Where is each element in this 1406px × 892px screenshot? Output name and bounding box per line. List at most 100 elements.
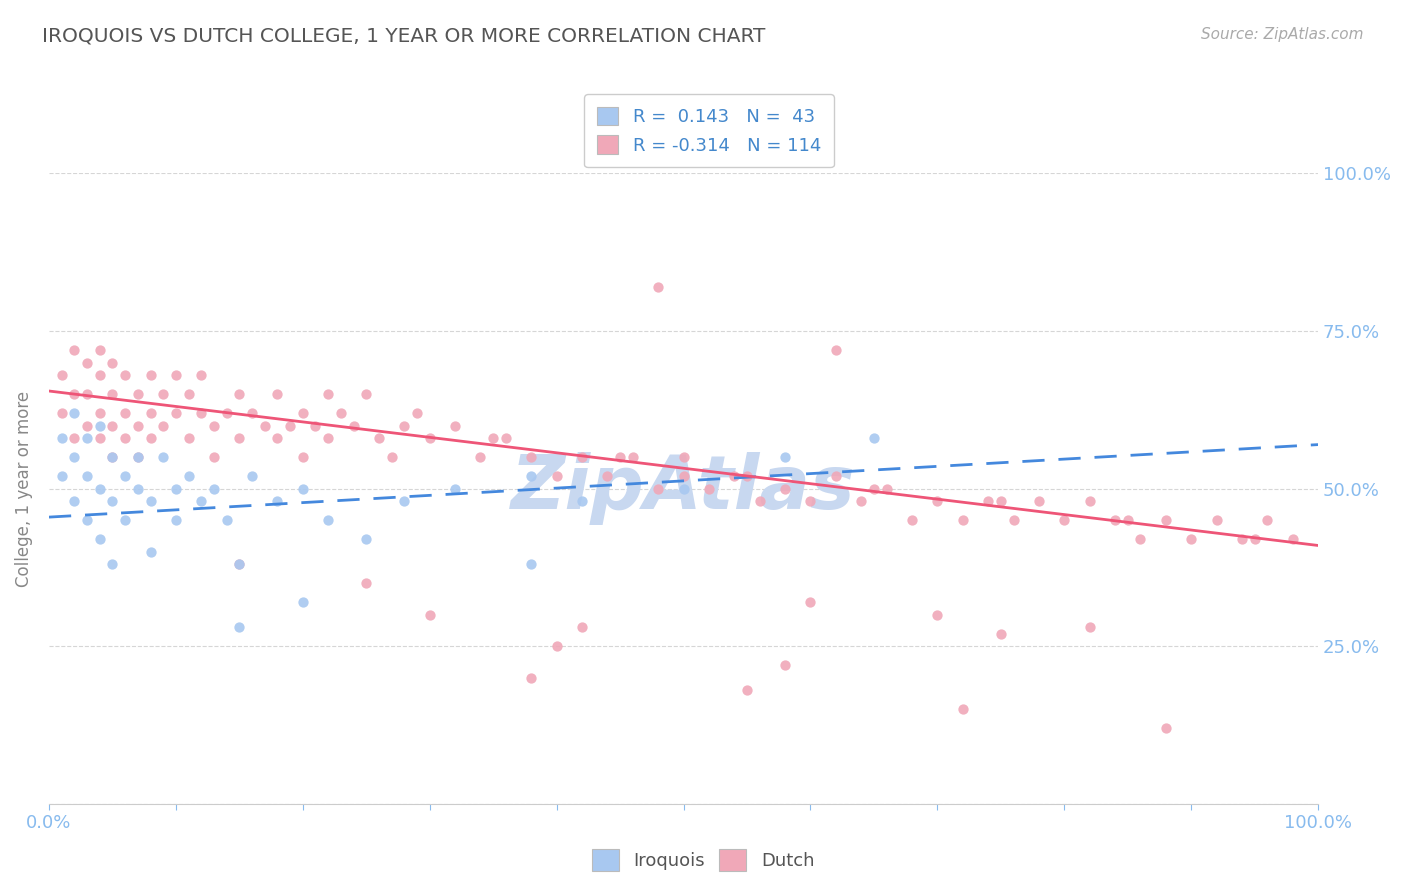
Point [291,406,314,420]
Point [177,431,200,445]
Point [1116,513,1139,527]
Point [63,343,86,357]
Point [621,450,644,465]
Point [228,387,250,401]
Legend: Iroquois, Dutch: Iroquois, Dutch [585,842,821,879]
Point [190,494,212,508]
Point [291,450,314,465]
Point [773,658,796,673]
Point [927,607,949,622]
Point [101,356,124,370]
Point [406,406,429,420]
Point [177,469,200,483]
Point [291,595,314,609]
Point [990,626,1012,640]
Point [240,406,263,420]
Point [1078,494,1101,508]
Point [101,418,124,433]
Point [63,387,86,401]
Point [76,418,98,433]
Point [51,368,73,383]
Point [202,418,225,433]
Point [89,482,111,496]
Point [215,513,238,527]
Point [394,418,416,433]
Point [799,494,821,508]
Legend: R =  0.143   N =  43, R = -0.314   N = 114: R = 0.143 N = 43, R = -0.314 N = 114 [583,95,834,167]
Point [63,431,86,445]
Point [520,558,543,572]
Point [1129,532,1152,546]
Point [114,431,136,445]
Point [952,513,974,527]
Point [495,431,517,445]
Point [76,513,98,527]
Point [977,494,1000,508]
Point [1256,513,1278,527]
Point [190,368,212,383]
Point [863,431,886,445]
Y-axis label: College, 1 year or more: College, 1 year or more [15,391,32,587]
Point [127,450,149,465]
Point [63,406,86,420]
Point [901,513,924,527]
Point [571,494,593,508]
Point [342,418,364,433]
Point [152,387,174,401]
Point [773,450,796,465]
Point [368,431,391,445]
Point [470,450,492,465]
Point [304,418,326,433]
Point [381,450,404,465]
Point [1154,722,1177,736]
Point [329,406,352,420]
Point [228,558,250,572]
Point [773,482,796,496]
Point [240,469,263,483]
Point [419,431,441,445]
Point [114,406,136,420]
Point [228,431,250,445]
Point [394,494,416,508]
Text: Source: ZipAtlas.com: Source: ZipAtlas.com [1201,27,1364,42]
Point [444,482,467,496]
Point [927,494,949,508]
Point [824,469,846,483]
Point [723,469,745,483]
Point [876,482,898,496]
Point [127,418,149,433]
Point [76,356,98,370]
Point [114,469,136,483]
Point [1205,513,1227,527]
Point [520,450,543,465]
Point [228,558,250,572]
Point [697,482,720,496]
Point [127,450,149,465]
Point [571,620,593,634]
Point [51,431,73,445]
Point [139,431,162,445]
Point [316,431,339,445]
Point [520,671,543,685]
Point [152,418,174,433]
Point [356,576,378,591]
Point [266,387,288,401]
Point [177,387,200,401]
Point [444,418,467,433]
Point [316,387,339,401]
Point [1104,513,1126,527]
Point [51,469,73,483]
Point [101,558,124,572]
Point [824,343,846,357]
Point [165,482,187,496]
Point [647,280,669,294]
Point [672,450,695,465]
Point [165,513,187,527]
Point [609,450,631,465]
Point [278,418,301,433]
Text: IROQUOIS VS DUTCH COLLEGE, 1 YEAR OR MORE CORRELATION CHART: IROQUOIS VS DUTCH COLLEGE, 1 YEAR OR MOR… [42,27,765,45]
Point [1243,532,1265,546]
Point [1078,620,1101,634]
Point [114,368,136,383]
Point [1154,513,1177,527]
